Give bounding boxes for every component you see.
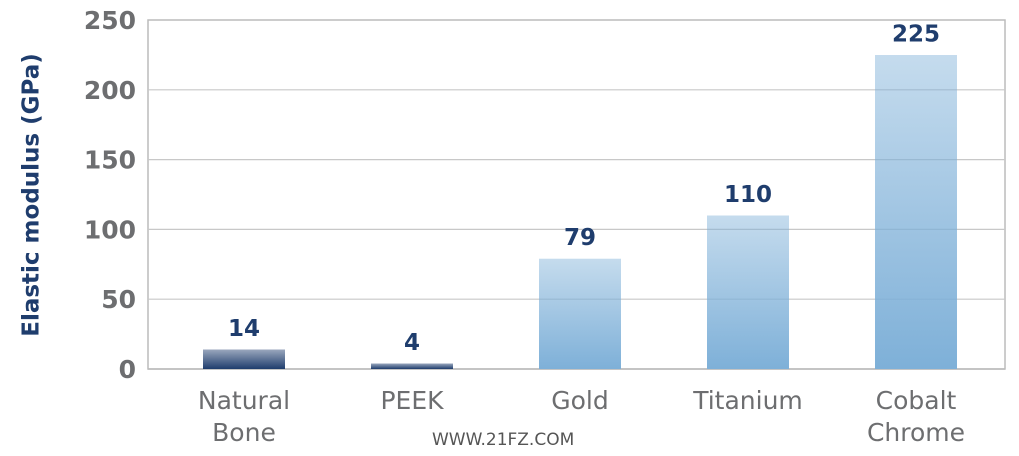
- y-axis-title: Elastic modulus (GPa): [19, 53, 45, 337]
- y-tick-label: 250: [84, 6, 136, 35]
- bar: [371, 363, 453, 369]
- value-label: 79: [564, 225, 596, 251]
- y-tick-label: 150: [84, 146, 136, 175]
- bar: [539, 258, 621, 369]
- y-tick-label: 100: [84, 215, 136, 244]
- value-label: 110: [724, 182, 772, 208]
- y-tick-label: 0: [119, 355, 136, 384]
- value-label: 4: [404, 330, 420, 356]
- bar: [707, 215, 789, 369]
- watermark: WWW.21FZ.COM: [432, 430, 575, 450]
- bar: [203, 349, 285, 369]
- x-tick-label: Gold: [551, 386, 609, 415]
- value-label: 14: [228, 316, 260, 342]
- x-tick-label: Cobalt Chrome: [866, 386, 966, 447]
- x-tick-label: Titanium: [693, 386, 803, 415]
- value-label: 225: [892, 21, 940, 47]
- y-tick-label: 200: [84, 76, 136, 105]
- x-tick-label: PEEK: [380, 386, 444, 415]
- bar: [875, 54, 957, 370]
- x-tick-label: Natural Bone: [197, 386, 291, 447]
- y-tick-label: 50: [101, 285, 136, 314]
